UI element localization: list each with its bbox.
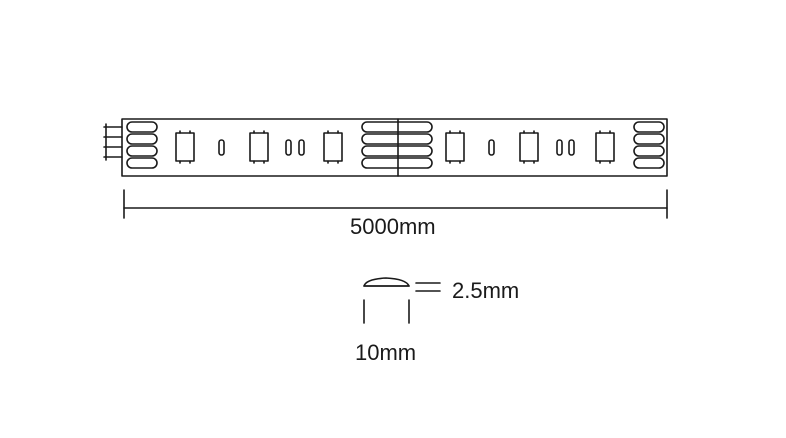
strip-body	[121, 118, 668, 177]
resistor	[218, 139, 225, 156]
right-solder-pads	[633, 121, 665, 169]
led-chip	[249, 130, 269, 164]
led-chip	[519, 130, 539, 164]
resistor	[488, 139, 495, 156]
length-label: 5000mm	[350, 214, 436, 239]
led-chip	[445, 130, 465, 164]
led-chip	[323, 130, 343, 164]
connector-wires	[103, 123, 123, 161]
resistor	[298, 139, 305, 156]
resistor	[568, 139, 575, 156]
resistor	[285, 139, 292, 156]
middle-cut-pads	[361, 118, 433, 177]
led-chip	[595, 130, 615, 164]
left-solder-pads	[126, 121, 158, 169]
led-chip	[175, 130, 195, 164]
thickness-label: 2.5mm	[452, 278, 520, 303]
resistor	[556, 139, 563, 156]
length-dimension	[123, 189, 668, 219]
width-dimension	[363, 299, 410, 324]
thickness-dimension	[415, 282, 441, 292]
cross-section	[363, 277, 410, 287]
width-label: 10mm	[355, 340, 417, 365]
